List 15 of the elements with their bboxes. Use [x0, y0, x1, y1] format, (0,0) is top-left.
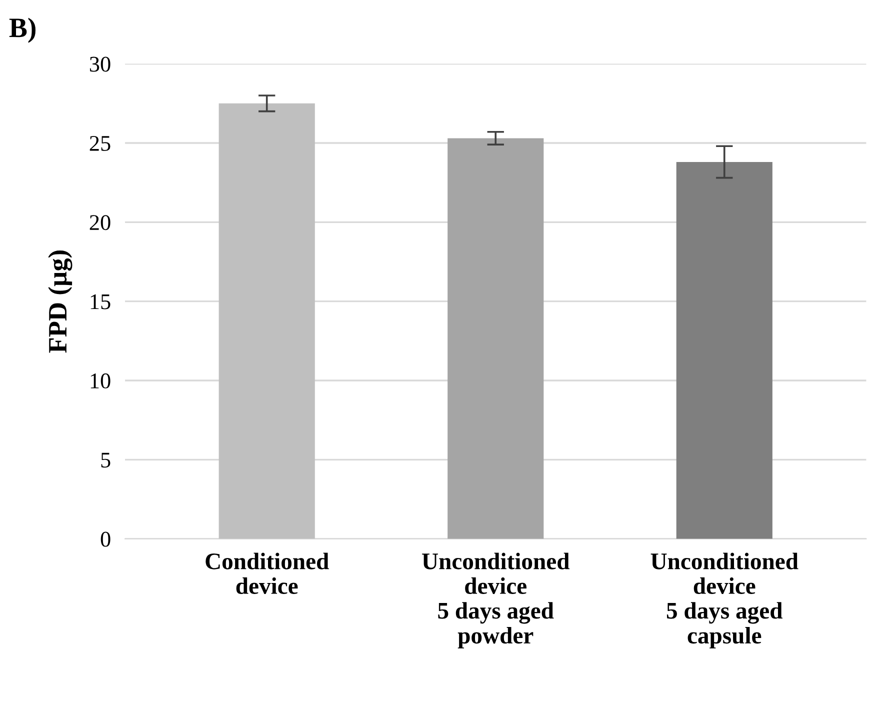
chart-title: B) — [9, 18, 36, 43]
x-tick-label: Unconditioned device 5 days aged powder — [422, 552, 570, 648]
bar — [218, 103, 315, 539]
y-tick-label: 20 — [90, 215, 110, 230]
y-tick-label: 0 — [100, 532, 110, 547]
y-tick-label: 5 — [101, 452, 110, 468]
bar — [448, 138, 544, 539]
x-tick-label: Conditioned device — [206, 552, 329, 594]
y-tick-label: 10 — [90, 373, 110, 388]
bar — [676, 162, 772, 539]
y-tick-label: 30 — [90, 56, 110, 72]
y-tick-label: 15 — [90, 294, 110, 310]
y-tick-label: 25 — [90, 136, 110, 151]
y-axis-title: FPD (µg) — [48, 250, 72, 353]
x-tick-label: Unconditioned device 5 days aged capsule — [650, 552, 798, 648]
